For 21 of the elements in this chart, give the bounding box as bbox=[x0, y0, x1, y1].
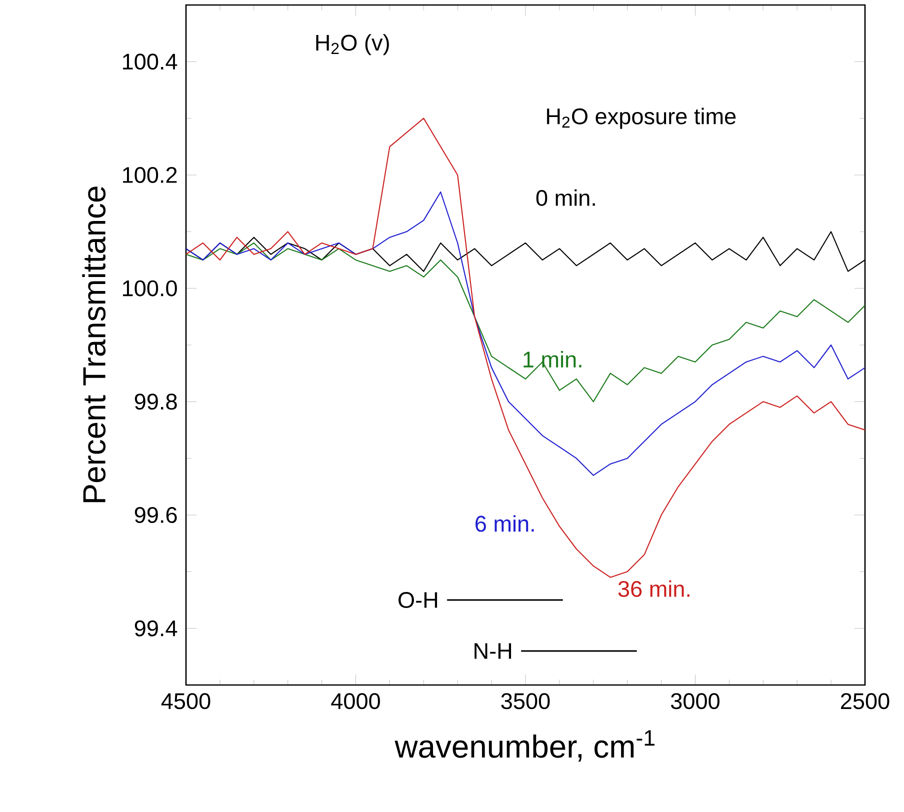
y-tick-label: 100.0 bbox=[123, 280, 177, 296]
y-tick-label: 100.2 bbox=[123, 166, 177, 183]
annotation: H$_{2}$O exposure time bbox=[547, 108, 736, 129]
y-tick-label: 99.4 bbox=[134, 620, 178, 636]
text: 6 min. bbox=[476, 515, 534, 532]
x-tick-label: 2500 bbox=[841, 693, 890, 710]
x-tick-label: 4500 bbox=[161, 693, 210, 710]
annotation: H$_{2}$O (v) bbox=[316, 34, 389, 56]
series-label: 1 min. bbox=[524, 350, 582, 368]
x-tick-label: 3500 bbox=[501, 693, 550, 710]
x-axis-title: wavenumber, cm$^{-1}$ bbox=[394, 730, 654, 762]
series-label: O-H bbox=[398, 592, 438, 608]
y-tick-label: 99.8 bbox=[134, 394, 177, 410]
series-label: N-H bbox=[474, 643, 512, 659]
series-label: 36 min. bbox=[618, 580, 690, 597]
y-tick-label: 100.4 bbox=[123, 54, 178, 70]
series-label: 0 min. bbox=[536, 189, 595, 206]
x-tick-label: 3000 bbox=[670, 693, 720, 710]
y-tick-label: 99.6 bbox=[134, 507, 177, 523]
y-axis-title: Percent Transmittance bbox=[82, 186, 106, 502]
x-tick-label: 4000 bbox=[331, 693, 380, 710]
